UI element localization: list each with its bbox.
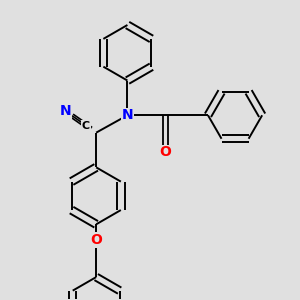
Text: N: N <box>122 108 133 122</box>
Text: O: O <box>160 146 172 159</box>
Text: O: O <box>90 233 102 247</box>
Text: N: N <box>60 104 72 118</box>
Text: C: C <box>82 121 90 131</box>
